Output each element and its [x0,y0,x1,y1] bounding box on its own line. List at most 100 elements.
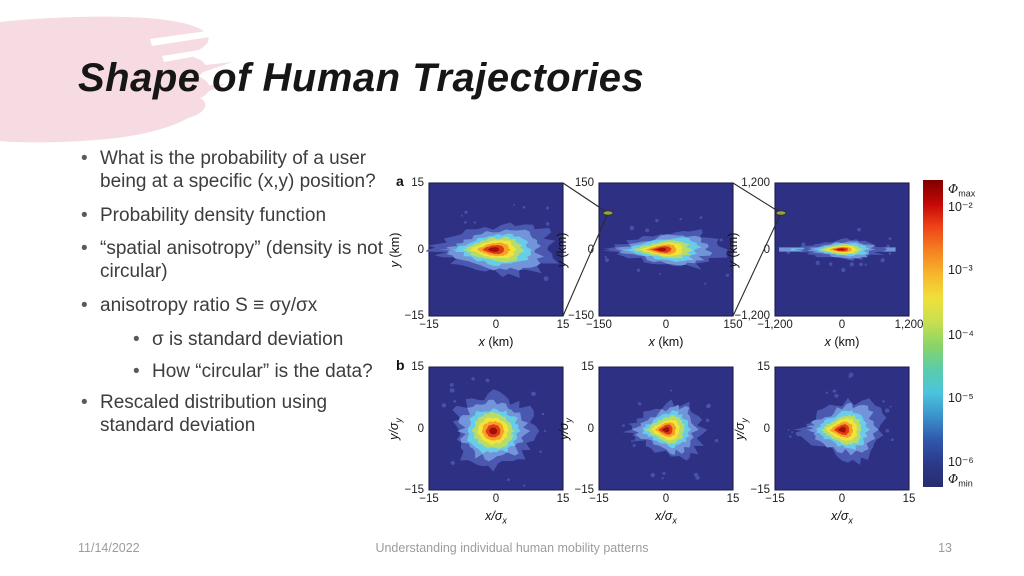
x-axis-label: x/σx [831,509,853,526]
panel-row-label-b: b [396,357,405,373]
colorbar-max-label: Φmax [948,181,975,199]
panel-row-label-a: a [396,173,404,189]
density-speckle [886,244,890,248]
density-speckle [841,267,846,273]
heatmap-panel-b1: 15 0 −15 −15 0 15 x/σx y/σy [387,361,570,526]
density-speckle [604,255,607,259]
density-contour-level-7 [489,427,498,435]
density-speckle [522,205,526,209]
density-contour-level-7 [662,426,670,433]
density-speckle [631,440,634,443]
density-contour-level-7 [654,247,667,252]
axis-variable: y/σ [386,422,401,440]
density-speckle [449,382,454,387]
heatmap-canvas-a2 [598,182,734,317]
heatmap-panel-a1: 15 0 −15 −15 0 15 x (km) y (km) [388,177,569,349]
y-axis-label: y (km) [726,232,740,267]
footer-page-number: 13 [938,541,952,555]
density-speckle [539,450,542,453]
density-speckle [888,252,892,255]
phi-subscript: max [958,188,976,199]
y-axis-tick-label: −15 [574,484,594,496]
x-axis-tick-label: 0 [662,493,670,505]
y-axis-tick-label: 0 [587,243,594,256]
axis-variable: x/σ [831,509,849,523]
phi-subscript: min [958,478,973,489]
density-speckle [531,391,536,397]
density-speckle [848,375,851,378]
axis-subscript: x [848,516,853,526]
x-axis-tick-label: 15 [556,319,570,331]
zoom-connector-line [732,212,782,317]
colorbar-tick-label: 10⁻⁶ [948,455,974,469]
density-speckle [632,443,636,447]
heatmap-canvas-b1 [428,366,564,491]
axis-variable: y/σ [556,422,571,440]
density-contour-level-7 [487,247,500,253]
y-axis-tick-label: −15 [404,310,424,322]
density-speckle [604,257,610,263]
bullet-item: σ is standard deviation [130,329,382,352]
y-axis-tick-label: 0 [587,422,594,435]
bullet-list: What is the probability of a user being … [78,148,390,449]
x-axis-tick-label: 0 [492,319,500,331]
axis-unit: (km) [388,232,402,261]
heatmap-panel-b3: 15 0 −15 −15 0 15 x/σx y/σy [733,361,916,526]
slide-title: Shape of Human Trajectories [78,56,645,100]
heatmap-canvas-a1 [425,182,564,317]
density-speckle [541,412,545,416]
axis-variable: y [726,260,740,267]
axis-unit: (km) [654,335,684,349]
y-axis-label: y/σy [557,418,574,440]
density-speckle [622,424,625,427]
x-axis-label: x/σx [655,509,677,526]
axis-unit: (km) [555,232,569,261]
density-speckle [629,225,635,231]
heatmap-panel-b2: 15 0 −15 −15 0 15 x/σx y/σy [557,361,740,526]
x-axis-label: x (km) [649,335,684,349]
x-axis-tick-label: 150 [723,319,743,331]
density-speckle [658,272,661,275]
density-speckle [464,221,467,224]
density-speckle [453,400,457,403]
y-axis-label: y/σy [733,418,750,440]
density-speckle [471,377,475,381]
phi-symbol: Φ [948,471,959,486]
colorbar-tick-label: 10⁻² [948,200,973,214]
density-speckle [441,403,447,408]
density-speckle [880,258,885,263]
x-axis-tick-label: −150 [586,319,612,331]
y-axis-tick-label: 150 [574,177,594,189]
bullet-item: “spatial anisotropy” (density is not cir… [78,238,390,284]
bullet-item: How “circular” is the data? [130,361,382,384]
y-axis-tick-label: 0 [417,243,424,256]
x-axis-tick-label: 0 [492,493,500,505]
colorbar-tick-label: 10⁻⁵ [948,391,974,405]
mobility-density-figure: a b 15 0 −15 −15 0 15 x (km) y (km) 150 0 −150 −150 0 1… [387,165,1024,535]
axis-subscript: y [739,418,749,423]
colorbar-tick-label: 10⁻³ [948,263,973,277]
density-speckle [849,262,854,267]
density-speckle [695,475,700,480]
axis-variable: x [824,335,831,349]
axis-variable: y/σ [732,422,747,440]
density-speckle [679,217,682,221]
colorbar-tick-label: 10⁻⁴ [948,328,974,342]
y-axis-tick-label: 15 [411,361,424,373]
axis-variable: y [388,260,402,267]
y-axis-tick-label: 15 [581,361,594,373]
axis-unit: (km) [830,335,860,349]
x-axis-label: x (km) [825,335,860,349]
brush-shape [0,16,210,143]
axis-variable: y [555,260,569,267]
brush-stroke-decoration [0,16,232,143]
density-speckle [857,227,861,232]
x-axis-tick-label: 0 [838,493,846,505]
y-axis-tick-label: 0 [763,243,770,256]
density-speckle [882,400,885,403]
heatmap-panel-a2: 150 0 −150 −150 0 150 x (km) y (km) [555,177,743,349]
bullet-item: anisotropy ratio S ≡ σy/σx [78,295,390,318]
axis-subscript-var: x [672,515,677,526]
brush-spike [196,62,232,74]
